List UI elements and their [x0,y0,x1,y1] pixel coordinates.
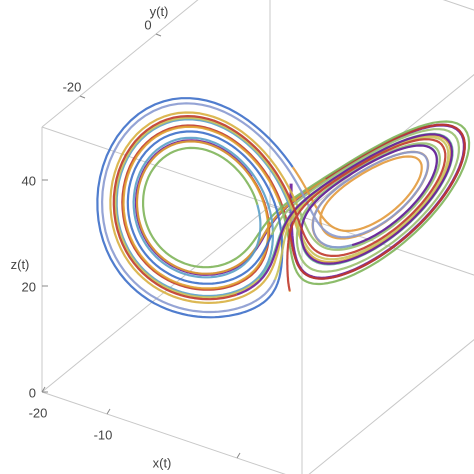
trajectory [270,128,460,273]
trajectory [112,114,447,301]
trajectory [115,118,297,298]
box-edge [442,0,474,11]
attractor [96,97,471,319]
trajectory [96,97,294,319]
box-edge [41,391,286,474]
x-tick [41,386,46,393]
z-tick-label: 20 [22,279,36,294]
trajectory [142,120,471,286]
trajectory [114,116,450,299]
y-axis-label: y(t) [150,4,169,19]
x-tick-label: -10 [94,427,113,442]
x-axis-label: x(t) [153,455,172,470]
y-tick [79,95,86,99]
y-tick [155,33,162,37]
box-edge [41,126,303,216]
trajectory [236,133,453,296]
x-tick [106,408,111,415]
x-tick [236,452,241,459]
x-tick-label: -20 [29,405,48,420]
x-tick-label: 10 [226,471,240,474]
y-tick-label: 0 [144,17,151,32]
trajectory [122,125,327,290]
z-tick-label: 0 [29,385,36,400]
box-edge [41,0,199,128]
box-edge [308,339,474,474]
z-axis-label: z(t) [11,257,30,272]
trajectory [121,123,466,291]
trajectory [100,102,429,314]
z-tick-label: 40 [22,173,36,188]
box-edge [301,74,474,216]
y-tick-label: -20 [63,79,82,94]
labels: 0 20 40 -20 -10 10 -20 0 z(t) x(t) y(t) [11,4,241,474]
